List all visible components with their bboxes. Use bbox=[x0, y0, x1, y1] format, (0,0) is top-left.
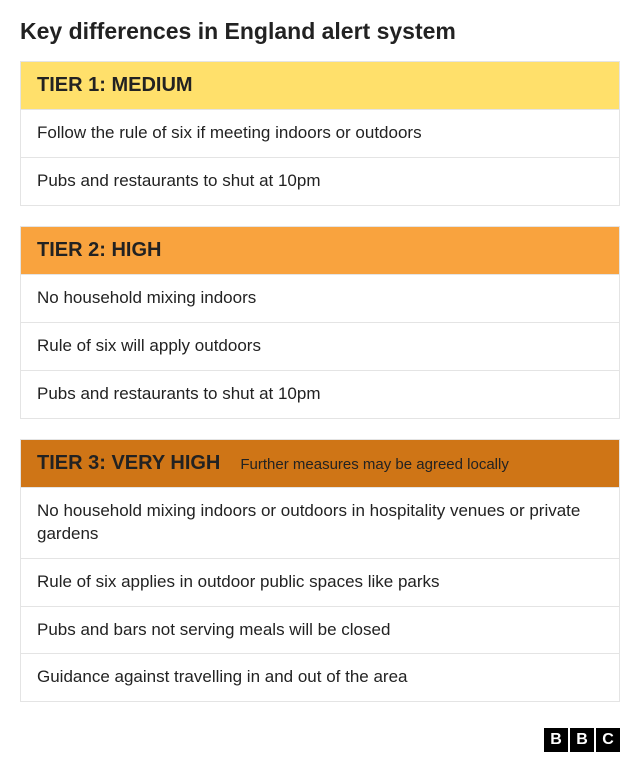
tier-rule: Pubs and restaurants to shut at 10pm bbox=[21, 157, 619, 205]
tier-block: TIER 3: VERY HIGH Further measures may be… bbox=[20, 439, 620, 703]
bbc-logo: B B C bbox=[544, 728, 620, 752]
tier-header-label: TIER 1: MEDIUM bbox=[37, 74, 193, 97]
tiers-container: TIER 1: MEDIUM Follow the rule of six if … bbox=[20, 61, 620, 702]
tier-rule: Rule of six applies in outdoor public sp… bbox=[21, 558, 619, 606]
tier-header-label: TIER 3: VERY HIGH bbox=[37, 452, 220, 475]
tier-rule: No household mixing indoors or outdoors … bbox=[21, 487, 619, 558]
tier-rule: Pubs and bars not serving meals will be … bbox=[21, 606, 619, 654]
bbc-logo-letter: B bbox=[544, 728, 568, 752]
tier-rule: Follow the rule of six if meeting indoor… bbox=[21, 109, 619, 157]
tier-header: TIER 1: MEDIUM bbox=[21, 62, 619, 109]
tier-rule: Rule of six will apply outdoors bbox=[21, 322, 619, 370]
bbc-logo-letter: C bbox=[596, 728, 620, 752]
tier-header-label: TIER 2: HIGH bbox=[37, 239, 161, 262]
tier-rule: Pubs and restaurants to shut at 10pm bbox=[21, 370, 619, 418]
tier-rule: No household mixing indoors bbox=[21, 274, 619, 322]
bbc-logo-letter: B bbox=[570, 728, 594, 752]
tier-header: TIER 2: HIGH bbox=[21, 227, 619, 274]
tier-header: TIER 3: VERY HIGH Further measures may be… bbox=[21, 440, 619, 487]
tier-block: TIER 2: HIGH No household mixing indoorsR… bbox=[20, 226, 620, 419]
tier-subtitle: Further measures may be agreed locally bbox=[240, 456, 508, 473]
page-title: Key differences in England alert system bbox=[20, 18, 620, 45]
tier-rule: Guidance against travelling in and out o… bbox=[21, 653, 619, 701]
tier-block: TIER 1: MEDIUM Follow the rule of six if … bbox=[20, 61, 620, 206]
